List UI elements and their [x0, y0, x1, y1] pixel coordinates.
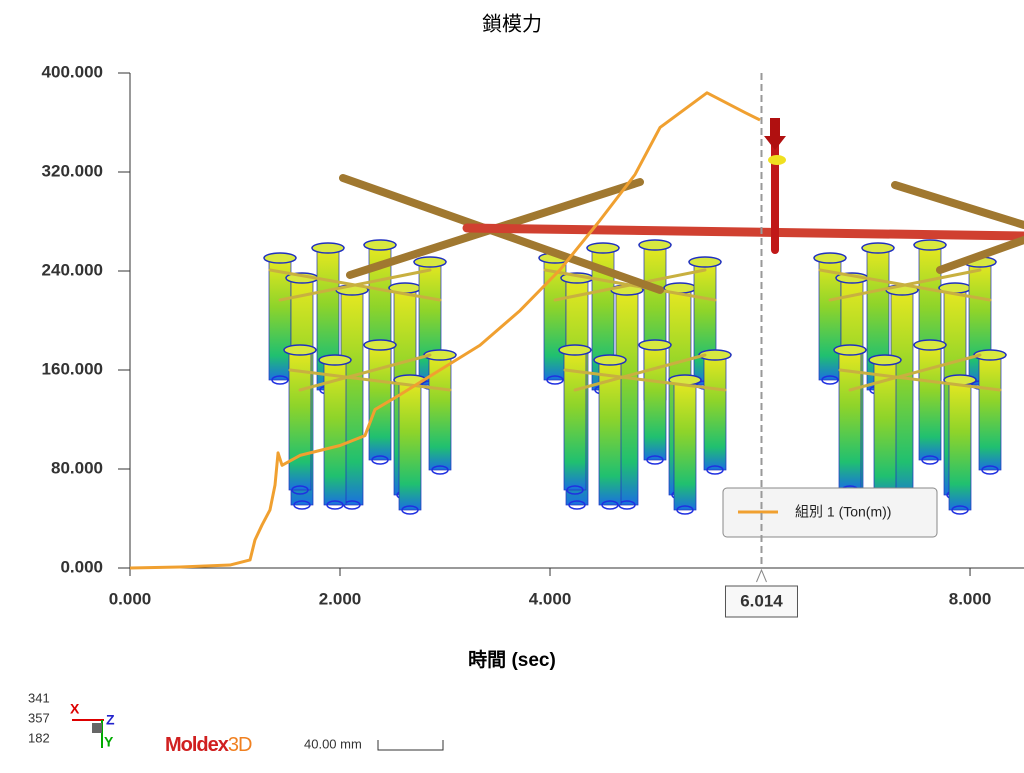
cavity [643, 344, 667, 461]
cavity-gate [676, 505, 694, 515]
cavity-gate [921, 455, 939, 465]
cavity-top [913, 239, 947, 251]
cavity-gate [821, 375, 839, 385]
cavity-top [363, 239, 397, 251]
cavity-top [698, 349, 732, 361]
cavity-top [861, 242, 895, 254]
sprue-arrow [764, 118, 786, 150]
x-tick-label: 8.000 [949, 589, 992, 608]
y-tick-label: 320.000 [42, 161, 103, 180]
chart-title: 鎖模力 [482, 12, 542, 35]
y-tick-label: 240.000 [42, 260, 103, 279]
chart: 0.000 80.000 160.000 240.000 320.000 400.000 0… [42, 62, 1024, 618]
cavity [428, 354, 452, 471]
cavity-gate [546, 375, 564, 385]
cavity-gate [431, 465, 449, 475]
cavity-top [638, 339, 672, 351]
cavity [978, 354, 1002, 471]
legend-label: 組別 1 (Ton(m)) [795, 504, 891, 520]
legend-box [722, 487, 938, 538]
cavity-gate [601, 500, 619, 510]
cavity-top [558, 344, 592, 356]
axis-z-marker [92, 723, 102, 733]
coordinate: 182 [28, 730, 50, 745]
cavity [673, 379, 697, 511]
runner [462, 223, 1024, 241]
cursor-label: 6.014 [740, 591, 783, 610]
cavity [398, 379, 422, 511]
cavity-gate [566, 485, 584, 495]
runner [828, 268, 982, 302]
runner [288, 368, 452, 392]
runner [563, 368, 727, 392]
cavity-top [973, 349, 1007, 361]
axis-z-label: Z [106, 712, 115, 728]
x-axis-label: 時間 (sec) [468, 649, 556, 671]
runner [573, 353, 707, 392]
cursor-box [724, 585, 798, 618]
y-tick-label: 400.000 [42, 62, 103, 81]
axis-x-label: X [70, 701, 80, 717]
cavity-top [638, 239, 672, 251]
runner [838, 368, 1002, 392]
cavity-gate [951, 505, 969, 515]
cavity-gate [371, 455, 389, 465]
cavity [948, 379, 972, 511]
cavity-gate [291, 485, 309, 495]
logo: Moldex3D [165, 734, 252, 756]
runner [848, 353, 982, 392]
cavity-gate [981, 465, 999, 475]
cavity-gate [401, 505, 419, 515]
runner [339, 174, 664, 294]
cavity-top [593, 354, 627, 366]
cursor-pointer [756, 568, 767, 583]
data-line [129, 91, 761, 570]
cavity [918, 344, 942, 461]
y-tick-label: 0.000 [60, 557, 103, 576]
cavity-top [311, 242, 345, 254]
runner [891, 181, 1024, 229]
coordinate: 357 [28, 710, 50, 725]
cavity-top [318, 354, 352, 366]
cavity-top [423, 349, 457, 361]
cavity-gate [293, 500, 311, 510]
scale-bar-label: 40.00 mm [304, 736, 362, 751]
runner [553, 268, 707, 302]
sprue-top [768, 155, 786, 165]
cavity-top [413, 256, 447, 268]
cavity-top [813, 252, 847, 264]
x-tick-label: 0.000 [109, 589, 152, 608]
coordinate: 341 [28, 690, 50, 705]
cavity-gate [271, 375, 289, 385]
cavity-gate [568, 500, 586, 510]
x-tick-label: 4.000 [529, 589, 572, 608]
scale-bar [377, 740, 444, 751]
cavity-top [688, 256, 722, 268]
cavity-top [263, 252, 297, 264]
y-tick-label: 160.000 [42, 359, 103, 378]
cavity-gate [646, 455, 664, 465]
y-tick-label: 80.000 [51, 458, 103, 477]
x-tick-label: 2.000 [319, 589, 362, 608]
cavity-top [363, 339, 397, 351]
runner [936, 236, 1024, 274]
cavity-top [913, 339, 947, 351]
cavity-top [833, 344, 867, 356]
mold-model [263, 118, 1024, 515]
cavity-top [586, 242, 620, 254]
cavity-gate [706, 465, 724, 475]
runner [298, 353, 432, 392]
runner [278, 268, 432, 302]
cavity-top [868, 354, 902, 366]
cavity-gate [326, 500, 344, 510]
cavity [703, 354, 727, 471]
cavity-top [283, 344, 317, 356]
axis-y-label: Y [104, 734, 114, 750]
